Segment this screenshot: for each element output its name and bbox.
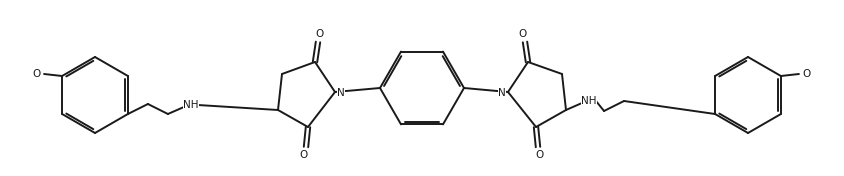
Text: O: O <box>32 69 41 79</box>
Text: O: O <box>300 150 308 160</box>
Text: N: N <box>337 88 344 98</box>
Text: O: O <box>518 29 527 39</box>
Text: O: O <box>802 69 810 79</box>
Text: N: N <box>497 88 506 98</box>
Text: O: O <box>535 150 544 160</box>
Text: NH: NH <box>183 100 198 110</box>
Text: O: O <box>316 29 324 39</box>
Text: NH: NH <box>581 96 596 106</box>
